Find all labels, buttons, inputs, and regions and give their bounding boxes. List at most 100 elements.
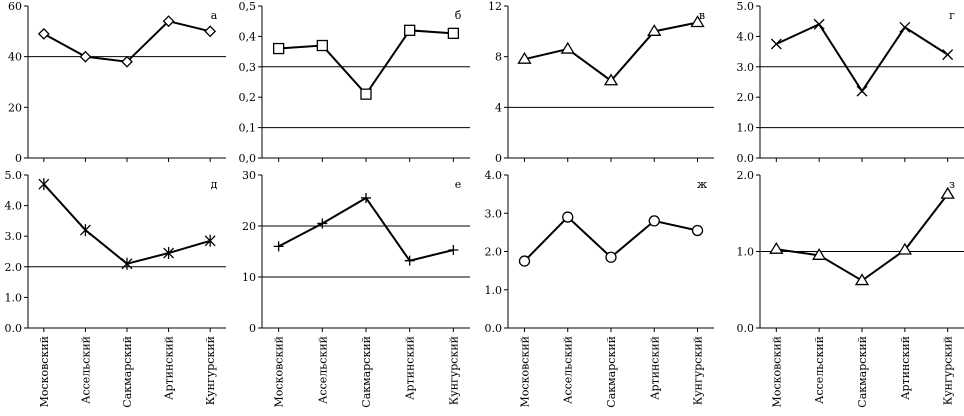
category-label: Сакмарский [605, 336, 618, 408]
y-tick-label: 0,0 [239, 152, 257, 165]
panel-а: 0 20 40 60 а [8, 0, 226, 165]
data-point [163, 247, 175, 260]
y-tick-label: 0.0 [485, 322, 503, 335]
category-label: Московский [770, 336, 783, 407]
y-tick-label: 0,2 [239, 91, 257, 104]
category-label: Кунгурский [204, 336, 217, 405]
y-tick-label: 4.0 [485, 169, 503, 182]
data-point [317, 218, 328, 229]
y-tick-label: 2.0 [737, 91, 755, 104]
y-tick-label: 3.0 [485, 207, 503, 220]
data-point [769, 241, 784, 254]
panel-label: а [211, 9, 218, 22]
panel-label: б [455, 9, 462, 22]
series-line [524, 21, 698, 83]
category-label: Артинский [163, 336, 176, 400]
y-tick-label: 1.0 [737, 246, 755, 259]
data-point [361, 192, 371, 203]
data-point [79, 224, 91, 237]
category-label: Кунгурский [447, 336, 460, 405]
panel-label: е [455, 178, 462, 191]
data-point [813, 18, 825, 30]
data-point [37, 27, 50, 40]
category-label: Московский [518, 336, 531, 407]
panel-label: з [949, 178, 955, 191]
y-tick-label: 0.0 [737, 152, 755, 165]
y-tick-label: 12 [488, 0, 502, 13]
category-label: Артинский [404, 336, 417, 400]
category-label: Московский [273, 336, 286, 407]
data-point [691, 224, 704, 237]
data-point [517, 51, 532, 64]
data-point [121, 55, 133, 68]
panel-б: 0,0 0,1 0,2 0,3 0,4 0,5 б [239, 0, 470, 165]
data-point [404, 255, 415, 266]
panel-в: 0 4 8 12 в [488, 0, 714, 165]
panel-г: 0.0 1.0 2.0 3.0 4.0 5.0 г [737, 0, 964, 165]
data-point [360, 88, 372, 100]
panel-е: 0 10 20 30 е Московский Ассельский Сакмарский Ар… [242, 169, 470, 408]
y-tick-label: 0 [495, 152, 502, 165]
series-line [278, 196, 454, 262]
y-tick-label: 2.0 [485, 246, 503, 259]
y-tick-label: 60 [8, 0, 22, 13]
data-point [79, 50, 92, 63]
y-tick-label: 5.0 [737, 0, 755, 13]
y-tick-label: 10 [242, 271, 256, 284]
data-point [690, 15, 705, 28]
data-point [447, 27, 460, 40]
category-label: Кунгурский [692, 336, 705, 405]
panel-ж: 0.0 1.0 2.0 3.0 4.0 ж Московский Ассельский Сакм… [485, 169, 714, 408]
y-tick-label: 1.0 [485, 284, 503, 297]
data-point [121, 257, 133, 270]
y-tick-label: 3.0 [5, 230, 23, 243]
y-tick-label: 8 [495, 51, 502, 64]
y-tick-label: 0,4 [239, 30, 257, 43]
y-tick-label: 0 [249, 322, 256, 335]
y-tick-label: 3.0 [737, 61, 755, 74]
category-label: Сакмарский [856, 336, 869, 408]
panel-д: 0.0 1.0 2.0 3.0 4.0 5.0 д Московский Ассельский С… [5, 169, 226, 408]
data-point [562, 211, 574, 223]
category-label: Ассельский [79, 336, 92, 404]
data-point [518, 255, 531, 267]
y-tick-label: 0,3 [239, 61, 257, 74]
data-point [603, 73, 619, 86]
category-label: Ассельский [562, 336, 575, 404]
y-tick-label: 2.0 [5, 261, 23, 274]
data-point [448, 244, 459, 255]
category-label: Сакмарский [121, 336, 134, 408]
data-point [560, 41, 575, 54]
y-tick-label: 0,5 [239, 0, 257, 13]
y-tick-label: 2.0 [737, 169, 755, 182]
data-point [316, 39, 328, 52]
series-line [775, 22, 949, 93]
series-line [278, 29, 454, 96]
series-line [43, 20, 211, 63]
data-point [204, 25, 217, 38]
category-label: Кунгурский [942, 336, 955, 405]
data-point [162, 15, 175, 28]
data-point [647, 24, 662, 36]
data-point [204, 234, 216, 247]
data-point [605, 251, 617, 263]
data-point [854, 273, 870, 286]
y-tick-label: 0,1 [239, 122, 257, 135]
data-point [272, 42, 285, 55]
y-tick-label: 1.0 [737, 122, 755, 135]
panel-label: д [211, 178, 218, 191]
category-label: Сакмарский [360, 336, 373, 408]
data-point [899, 21, 911, 33]
y-tick-label: 5.0 [5, 169, 23, 182]
data-point [940, 186, 955, 199]
data-point [942, 49, 954, 61]
y-tick-label: 20 [8, 101, 22, 114]
y-tick-label: 1.0 [5, 291, 23, 304]
y-tick-label: 40 [8, 51, 22, 64]
series-line [43, 183, 211, 265]
data-point [812, 248, 827, 260]
category-label: Артинский [648, 336, 661, 400]
data-point [856, 85, 868, 97]
panel-label: ж [697, 178, 707, 191]
